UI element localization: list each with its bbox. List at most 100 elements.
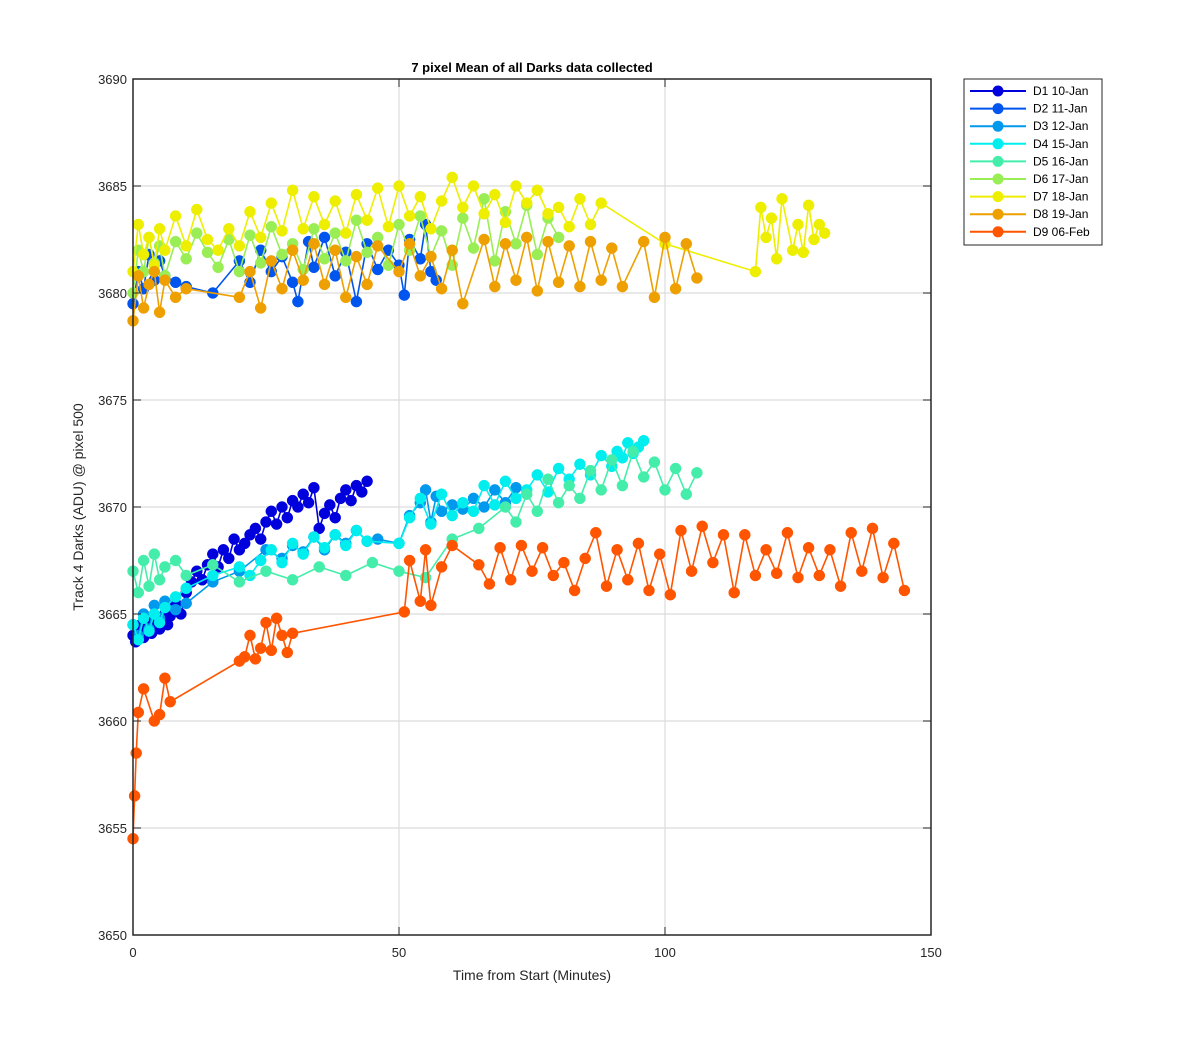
data-point: [606, 242, 618, 254]
legend-entry: D5 16-Jan: [970, 154, 1088, 168]
data-point: [520, 488, 533, 500]
data-point: [845, 526, 857, 539]
data-point: [180, 253, 192, 265]
data-point: [169, 210, 182, 222]
data-point: [340, 539, 352, 552]
data-point: [467, 180, 480, 192]
data-point: [483, 578, 496, 590]
data-point: [739, 529, 751, 541]
data-point: [398, 606, 411, 618]
y-tick-label: 3690: [98, 72, 127, 87]
legend-entry: D4 15-Jan: [970, 137, 1088, 151]
x-tick-label: 150: [920, 945, 942, 960]
legend-entry: D7 18-Jan: [970, 190, 1088, 204]
x-tick-label: 100: [654, 945, 676, 960]
data-point: [132, 270, 145, 282]
chart-title: 7 pixel Mean of all Darks data collected: [411, 60, 652, 75]
data-point: [792, 571, 804, 584]
data-point: [552, 201, 565, 214]
data-point: [478, 208, 490, 220]
data-point: [153, 574, 166, 586]
data-point: [148, 608, 161, 620]
data-point: [286, 537, 299, 550]
data-point: [653, 548, 666, 560]
data-point: [201, 246, 214, 259]
series-line: [132, 236, 698, 321]
data-point: [143, 278, 155, 291]
data-point: [824, 544, 836, 556]
data-point: [276, 501, 288, 513]
data-point: [329, 227, 341, 239]
data-point: [403, 511, 416, 524]
data-point: [542, 473, 554, 485]
data-point: [786, 244, 799, 256]
data-point: [435, 195, 448, 207]
series-layer: [127, 171, 911, 845]
data-point: [611, 544, 623, 556]
data-point: [361, 475, 373, 488]
data-point: [446, 509, 458, 522]
data-point: [260, 565, 272, 577]
data-point: [340, 227, 352, 239]
data-point: [632, 537, 645, 550]
data-point: [504, 574, 517, 586]
data-point: [191, 227, 203, 239]
data-point: [675, 524, 687, 537]
data-point: [254, 257, 267, 269]
y-tick-label: 3665: [98, 607, 127, 622]
data-point: [276, 629, 288, 642]
data-point: [169, 235, 182, 248]
data-point: [254, 642, 267, 654]
data-point: [265, 644, 278, 657]
data-point: [270, 612, 283, 625]
data-point: [685, 565, 698, 577]
data-point: [159, 601, 171, 614]
data-point: [446, 539, 458, 552]
y-tick-label: 3655: [98, 821, 127, 836]
data-point: [510, 180, 522, 192]
data-point: [478, 233, 490, 246]
data-point: [286, 244, 299, 256]
data-point: [749, 569, 762, 582]
data-point: [414, 270, 427, 282]
data-point: [552, 276, 565, 289]
data-point: [680, 238, 693, 250]
data-point: [180, 569, 192, 582]
data-point: [595, 484, 607, 496]
data-point: [159, 672, 171, 684]
data-point: [308, 238, 320, 250]
data-point: [691, 467, 703, 479]
data-point: [281, 646, 294, 659]
data-point: [260, 616, 272, 629]
data-point: [361, 214, 373, 226]
data-point: [329, 244, 341, 256]
data-point: [499, 501, 512, 513]
data-point: [340, 484, 352, 496]
data-point: [755, 201, 767, 214]
data-point: [568, 584, 581, 597]
data-point: [308, 481, 320, 494]
data-point: [371, 182, 384, 194]
legend-label: D2 11-Jan: [1033, 102, 1087, 116]
data-point: [169, 554, 182, 567]
data-point: [595, 197, 607, 209]
data-point: [499, 216, 512, 229]
data-point: [489, 280, 501, 293]
data-point: [313, 522, 325, 535]
data-point: [558, 556, 570, 569]
data-point: [329, 529, 341, 541]
data-point: [552, 231, 565, 244]
data-point: [520, 231, 533, 244]
data-point: [308, 223, 320, 235]
legend-label: D6 17-Jan: [1033, 172, 1088, 186]
data-point: [265, 544, 278, 556]
data-point: [792, 218, 804, 231]
legend-entry: D1 10-Jan: [970, 84, 1088, 98]
data-point: [286, 276, 299, 289]
data-point: [238, 651, 251, 663]
data-point: [244, 205, 256, 218]
data-point: [318, 253, 331, 265]
legend-marker: [992, 120, 1004, 132]
data-point: [169, 291, 182, 304]
data-point: [361, 278, 373, 291]
